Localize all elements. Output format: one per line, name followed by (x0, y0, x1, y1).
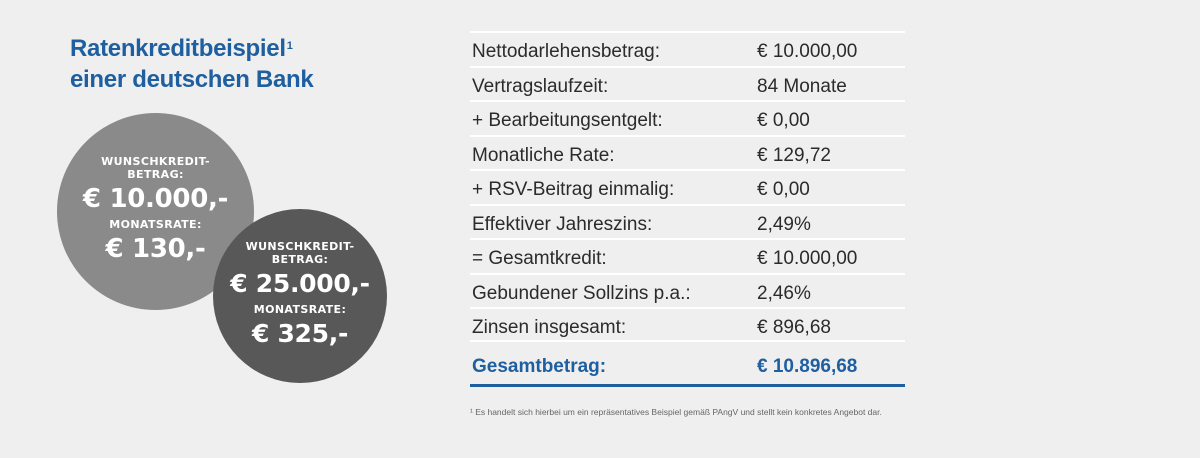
circle-amount: € 25.000,- (230, 268, 370, 298)
row-label: = Gesamtkredit: (472, 248, 607, 269)
circle-label-line-2: BETRAG: (127, 168, 184, 181)
row-label: Effektiver Jahreszins: (472, 213, 653, 235)
total-value: € 10.896,68 (757, 355, 858, 377)
circle-label-line-1: WUNSCHKREDIT- (101, 155, 210, 168)
row-label: Zinsen insgesamt: (472, 317, 627, 338)
loan-circle-10000: WUNSCHKREDIT- BETRAG: € 10.000,- MONATSR… (57, 113, 254, 310)
table-row: Nettodarlehensbetrag: € 10.000,00 (470, 31, 905, 66)
circle-amount: € 10.000,- (82, 184, 229, 214)
row-value: € 896,68 (757, 317, 831, 338)
table-row: Gebundener Sollzins p.a.: 2,46% (470, 272, 905, 308)
heading-line-1: Ratenkreditbeispiel1 (70, 35, 293, 62)
row-value: € 0,00 (757, 110, 810, 131)
total-label: Gesamtbetrag: (472, 355, 607, 377)
heading-line-2: einer deutschen Bank (70, 66, 314, 93)
circle-rate: € 325,- (251, 318, 349, 348)
footnote: ¹ Es handelt sich hierbei um ein repräse… (470, 407, 882, 417)
circle-label-line-1: WUNSCHKREDIT- (245, 239, 355, 253)
table-row: Monatliche Rate: € 129,72 (470, 134, 905, 170)
row-label: Gebundener Sollzins p.a.: (472, 282, 691, 304)
row-value: 84 Monate (757, 75, 847, 97)
row-value: € 10.000,00 (757, 41, 858, 62)
circle-rate: € 130,- (105, 234, 206, 264)
row-value: € 0,00 (757, 179, 810, 200)
table-row: + RSV-Beitrag einmalig: € 0,00 (470, 169, 905, 204)
row-label: + RSV-Beitrag einmalig: (472, 179, 675, 200)
circle-label-line-2: BETRAG: (271, 252, 329, 266)
row-value: € 129,72 (757, 144, 831, 166)
table-row: Vertragslaufzeit: 84 Monate (470, 65, 905, 101)
table-row: Zinsen insgesamt: € 896,68 (470, 307, 905, 342)
circle-rate-label: MONATSRATE: (253, 302, 347, 316)
table-row: + Bearbeitungsentgelt: € 0,00 (470, 100, 905, 135)
row-label: Vertragslaufzeit: (472, 75, 609, 97)
total-row: Gesamtbetrag: € 10.896,68 (470, 346, 905, 387)
table-row: Effektiver Jahreszins: 2,49% (470, 203, 905, 239)
row-label: + Bearbeitungsentgelt: (472, 110, 663, 131)
loan-circle-25000: WUNSCHKREDIT- BETRAG: € 25.000,- MONATSR… (213, 209, 387, 383)
row-value: € 10.000,00 (757, 248, 858, 269)
loan-details-table: Nettodarlehensbetrag: € 10.000,00 Vertrag… (470, 31, 905, 387)
row-label: Nettodarlehensbetrag: (472, 41, 661, 62)
table-row: = Gesamtkredit: € 10.000,00 (470, 238, 905, 273)
circle-rate-label: MONATSRATE: (109, 218, 202, 231)
row-label: Monatliche Rate: (472, 144, 615, 166)
heading: Ratenkreditbeispiel1 einer deutschen Ban… (70, 33, 314, 95)
footnote-marker: 1 (286, 40, 293, 52)
row-value: 2,49% (757, 213, 811, 235)
row-value: 2,46% (757, 282, 811, 304)
